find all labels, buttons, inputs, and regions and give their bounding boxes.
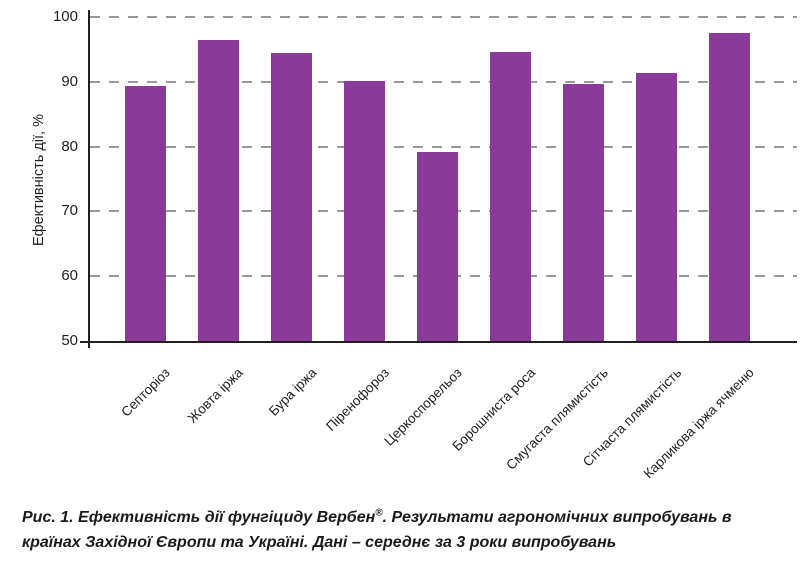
y-tick-label: 50 bbox=[61, 332, 78, 349]
caption-text: . Результати агрономічних випробувань в … bbox=[22, 509, 732, 551]
x-axis-line bbox=[80, 341, 797, 343]
y-tick-label: 90 bbox=[61, 72, 78, 90]
bar bbox=[125, 85, 166, 341]
bar bbox=[709, 32, 750, 341]
bar bbox=[490, 52, 531, 341]
caption-text: Рис. 1. Ефективність дії фунгіциду Вербе… bbox=[22, 509, 376, 526]
gridline-80 bbox=[90, 145, 797, 148]
x-category-label: Церкоспорельоз bbox=[381, 365, 466, 449]
y-tick-label: 80 bbox=[61, 137, 78, 155]
bar-chart-plot-area bbox=[80, 10, 797, 348]
x-category-label: Бура іржа bbox=[265, 365, 320, 419]
bar bbox=[344, 80, 385, 341]
y-tick-label: 60 bbox=[61, 267, 78, 285]
bar bbox=[417, 151, 458, 341]
x-category-label: Жовта іржа bbox=[185, 365, 247, 426]
x-category-label: Піренофороз bbox=[323, 365, 393, 434]
y-axis-title: Ефективність дії, % bbox=[31, 114, 47, 246]
y-tick-label: 100 bbox=[52, 8, 78, 25]
bar bbox=[198, 39, 239, 341]
x-category-label: Септоріоз bbox=[118, 365, 174, 420]
bar bbox=[563, 84, 604, 341]
x-axis-category-labels: Септоріоз Жовта іржа Бура іржа Піренофороз Ц… bbox=[90, 341, 797, 501]
figure-caption: Рис. 1. Ефективність дії фунгіциду Вербе… bbox=[22, 505, 780, 555]
y-axis-line bbox=[88, 10, 90, 348]
y-tick-label: 70 bbox=[61, 202, 78, 220]
registered-trademark-symbol: ® bbox=[375, 507, 383, 519]
bar bbox=[271, 52, 312, 341]
gridline-100 bbox=[90, 16, 797, 18]
bar bbox=[636, 72, 677, 341]
gridline-90 bbox=[90, 80, 797, 83]
